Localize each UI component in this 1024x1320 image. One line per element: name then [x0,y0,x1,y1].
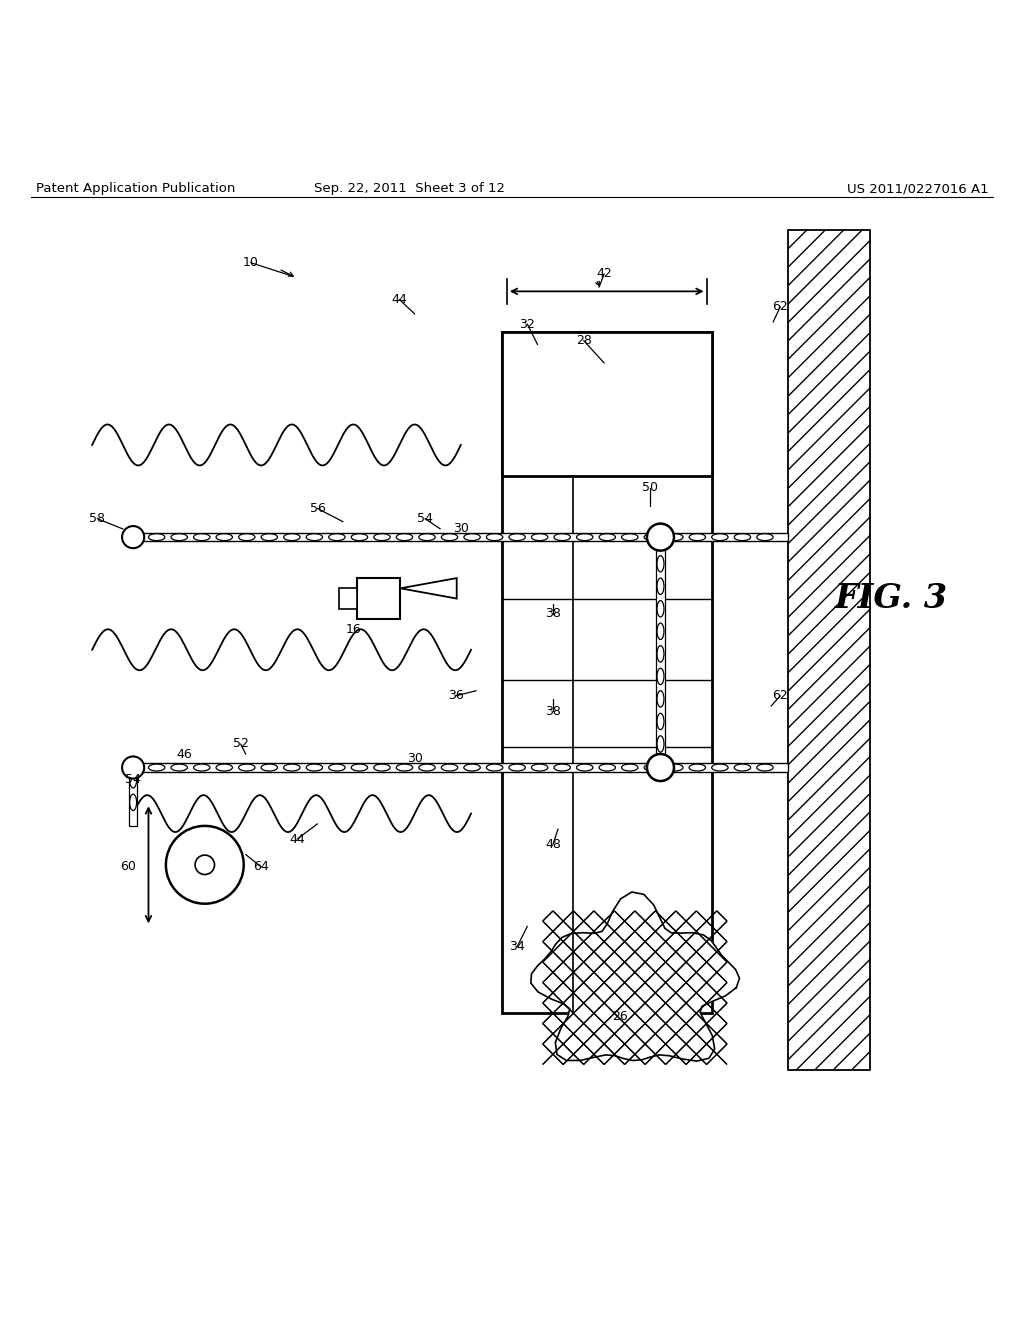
Text: 62: 62 [772,300,788,313]
Text: 56: 56 [309,502,326,515]
Text: 54: 54 [125,774,141,787]
Text: FIG. 3: FIG. 3 [835,582,947,615]
Text: 44: 44 [391,293,408,306]
Text: 10: 10 [243,256,259,269]
Text: 60: 60 [120,861,136,874]
Text: 48: 48 [545,838,561,851]
Bar [502,333,712,475]
Text: 54: 54 [417,512,433,525]
Bar [339,589,357,609]
Text: 44: 44 [289,833,305,846]
Circle shape [166,826,244,904]
Text: Sep. 22, 2011  Sheet 3 of 12: Sep. 22, 2011 Sheet 3 of 12 [314,182,505,195]
Text: 52: 52 [232,738,249,751]
Text: 28: 28 [575,334,592,347]
Text: 34: 34 [509,940,525,953]
Text: 30: 30 [407,752,423,764]
Polygon shape [530,892,739,1061]
Text: 50: 50 [642,482,658,495]
Text: 26: 26 [611,1010,628,1023]
Bar [129,767,137,826]
Circle shape [647,754,674,781]
Text: 32: 32 [519,318,536,330]
Text: Patent Application Publication: Patent Application Publication [36,182,236,195]
Circle shape [122,756,144,779]
Bar [656,537,665,767]
Text: 42: 42 [596,268,612,280]
Text: 36: 36 [447,689,464,702]
Bar [133,763,788,772]
Bar [502,333,712,1014]
Text: US 2011/0227016 A1: US 2011/0227016 A1 [847,182,988,195]
Text: 16: 16 [345,623,361,636]
Circle shape [647,524,674,550]
Text: 38: 38 [545,607,561,620]
Text: 62: 62 [772,689,788,702]
Bar [133,533,788,541]
Bar [357,578,400,619]
Polygon shape [400,578,457,598]
Text: 58: 58 [89,512,105,525]
Circle shape [122,527,144,548]
Bar [788,230,870,1069]
Text: 46: 46 [176,747,193,760]
Text: 38: 38 [545,705,561,718]
Text: 30: 30 [453,523,469,536]
Text: 64: 64 [253,861,269,874]
